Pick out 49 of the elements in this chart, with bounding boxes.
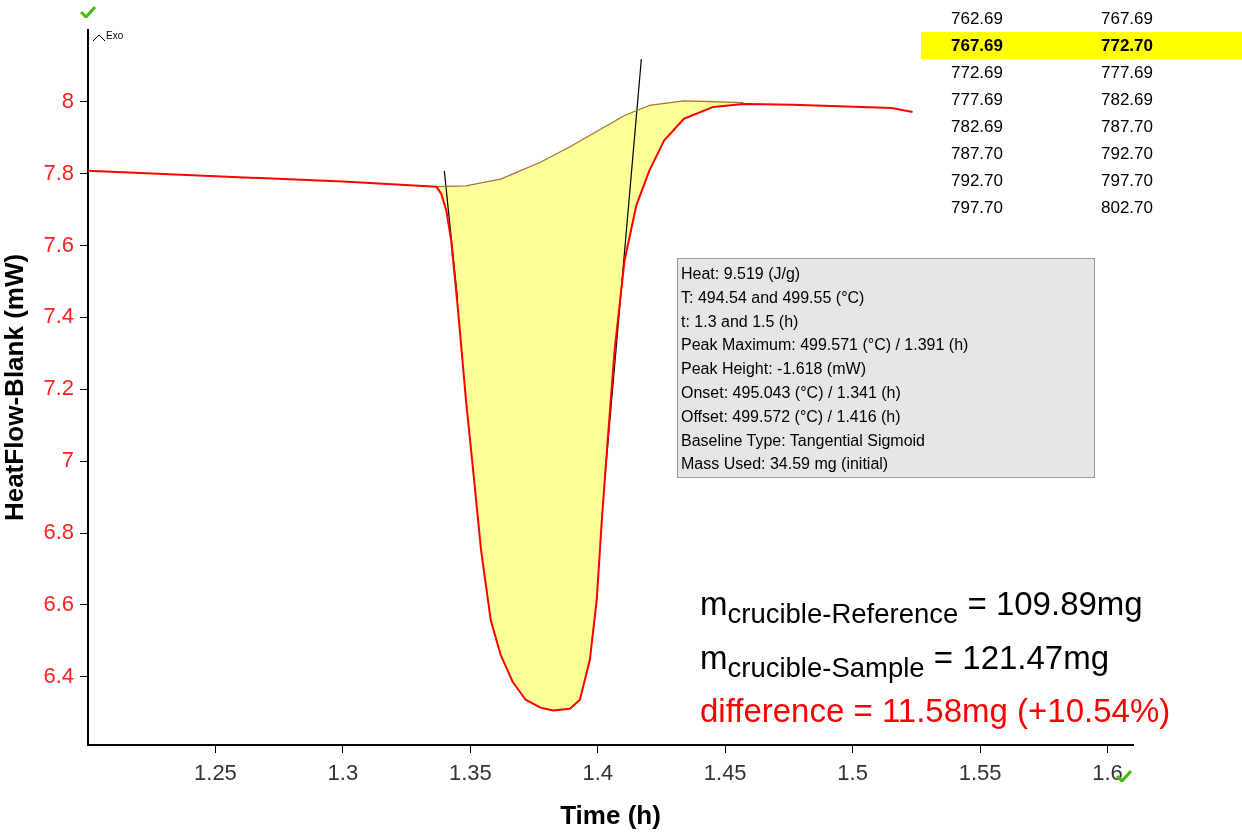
y-tick-label: 7.4	[43, 303, 74, 329]
annotation: Offset: 499.572 (°C) / 1.416 (h)	[681, 406, 902, 427]
annotation: 782.69	[1101, 89, 1153, 111]
annotation: 772.70	[1101, 35, 1153, 57]
annotation: Mass Used: 34.59 mg (initial)	[681, 454, 890, 475]
y-tick-label: 6.4	[43, 662, 74, 688]
annotation: 792.70	[951, 170, 1003, 192]
x-tick-label: 1.4	[582, 760, 614, 786]
x-tick-label: 1.5	[837, 760, 868, 786]
annotation: t: 1.3 and 1.5 (h)	[681, 311, 800, 332]
x-tick-label: 1.55	[958, 760, 1002, 786]
annotation: 787.70	[951, 143, 1003, 165]
annotation: 787.70	[1101, 116, 1153, 138]
annotation: 797.70	[951, 197, 1003, 219]
text: 762.69	[951, 8, 1003, 30]
annotation: 802.70	[1101, 197, 1153, 219]
annotation: 772.69	[951, 62, 1003, 84]
annotation: Exo	[106, 30, 124, 41]
annotation: 777.69	[951, 89, 1003, 111]
y-tick-label: 7	[61, 447, 74, 473]
y-tick-label: 7.2	[43, 375, 74, 401]
text: 767.69	[1101, 8, 1153, 30]
annotation: 777.69	[1101, 62, 1153, 84]
annotation: 767.69	[951, 35, 1003, 57]
annotation: m$_{crucible-Reference}$ = 109.89mg	[700, 584, 1144, 631]
annotation: T: 494.54 and 499.55 (°C)	[681, 287, 866, 308]
x-tick-label: 1.6	[1092, 760, 1123, 786]
annotation: 782.69	[951, 116, 1003, 138]
y-tick-label: 7.8	[43, 159, 74, 185]
annotation: Onset: 495.043 (°C) / 1.341 (h)	[681, 383, 902, 403]
y-tick-label: 7.6	[43, 231, 74, 257]
x-tick-label: 1.3	[327, 760, 359, 786]
annotation: m$_{crucible-Sample}$ = 121.47mg	[700, 637, 1111, 685]
annotation: Peak Height: -1.618 (mW)	[681, 359, 867, 380]
annotation: Peak Maximum: 499.571 (°C) / 1.391 (h)	[681, 335, 970, 356]
y-tick-label: 8	[61, 87, 74, 113]
annotation: Heat: 9.519 (J/g)	[681, 264, 802, 284]
y-tick-label: 6.6	[43, 590, 74, 616]
annotation: 797.70	[1101, 170, 1153, 192]
y-tick-label: 6.8	[43, 519, 74, 545]
annotation: difference = 11.58mg (+10.54%)	[700, 691, 1171, 732]
annotation: 792.70	[1101, 143, 1153, 165]
y-axis-title: HeatFlow-Blank (mW)	[0, 253, 29, 522]
x-tick-label: 1.35	[448, 760, 492, 786]
annotation: Baseline Type: Tangential Sigmoid	[681, 430, 926, 451]
x-tick-label: 1.45	[703, 760, 747, 786]
highlight-strip: 767.69 772.70	[921, 32, 1242, 59]
x-tick-label: 1.25	[194, 760, 237, 786]
x-axis-title: Time (h)	[560, 799, 661, 830]
